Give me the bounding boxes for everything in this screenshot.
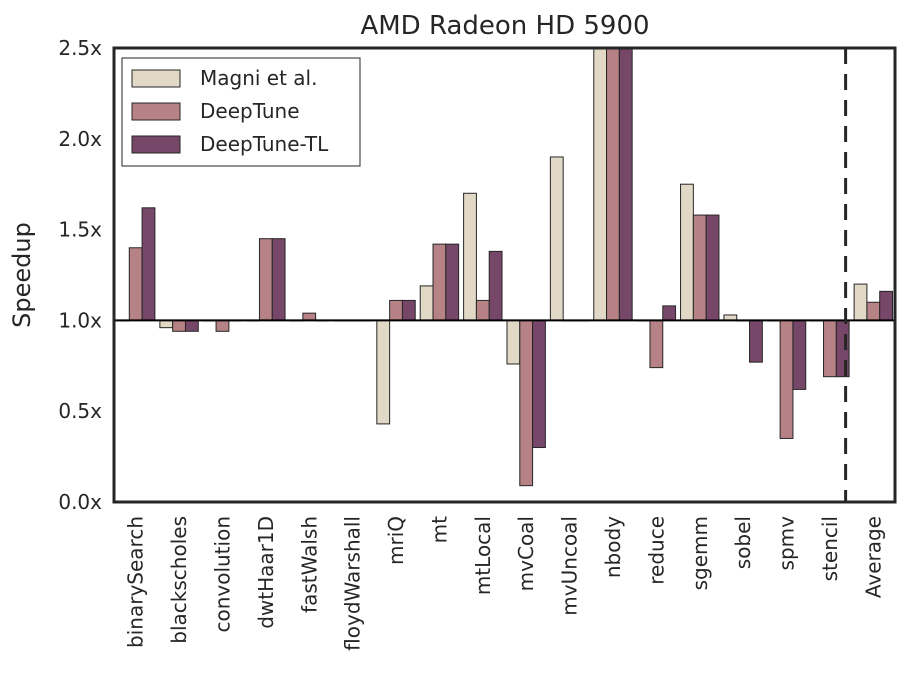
y-axis-label: Speedup (8, 222, 36, 328)
x-tick-labels: binarySearch blackscholes convolution dwtHa… (124, 516, 886, 651)
x-tick-label: binarySearch (124, 516, 148, 648)
x-tick-label: floydWarshall (341, 516, 365, 651)
x-tick-label: fastWalsh (297, 516, 321, 613)
x-tick-label: mt (427, 516, 451, 543)
x-tick-label: mvUncoal (558, 516, 582, 616)
x-tick-label: convolution (210, 516, 234, 633)
x-tick-label: mtLocal (471, 516, 495, 595)
bar-mriQ-magni-et-al (376, 319, 391, 425)
bar-mriQ-deeptune (389, 299, 403, 321)
bar-mtLocal-deeptune-tl (488, 250, 503, 321)
bar-mvCoal-magni-et-al (506, 319, 521, 365)
y-tick-label: 2.0x (58, 127, 102, 151)
bar-mvUncoal-magni-et-al (549, 156, 564, 321)
x-tick-label: nbody (601, 516, 625, 578)
legend-label: Magni et al. (200, 66, 317, 90)
x-tick-label: blackscholes (167, 516, 191, 644)
y-tick-label: 0.5x (58, 399, 102, 423)
bar-dwtHaar1D-deeptune (258, 238, 273, 321)
bar-reduce-deeptune-tl (662, 305, 677, 321)
bar-blackscholes-magni-et-al (159, 319, 174, 329)
bar-fastWalsh-deeptune (302, 312, 317, 321)
bar-mvCoal-deeptune-tl (532, 319, 546, 449)
bar-sgemm-deeptune (692, 214, 707, 321)
bar-nbody-deeptune-tl (618, 47, 633, 321)
bar-Average-deeptune-tl (879, 290, 894, 321)
x-tick-label: spmv (775, 516, 799, 571)
bar-binarySearch-deeptune-tl (141, 207, 156, 321)
legend: Magni et al. DeepTune DeepTune-TL (121, 57, 361, 167)
bar-dwtHaar1D-deeptune-tl (271, 238, 286, 321)
bar-mt-magni-et-al (419, 285, 434, 321)
bar-spmv-deeptune-tl (792, 319, 807, 390)
x-tick-label: Average (861, 516, 885, 598)
bar-Average-deeptune (866, 301, 881, 321)
legend-swatch (131, 135, 181, 154)
x-tick-label: stencil (818, 516, 842, 581)
legend-label: DeepTune (200, 99, 300, 123)
bar-nbody-magni-et-al (593, 47, 608, 321)
bars-group (115, 47, 894, 487)
bar-mtLocal-deeptune (475, 299, 490, 321)
bar-sgemm-deeptune-tl (705, 214, 720, 321)
bar-sobel-deeptune-tl (749, 319, 763, 363)
y-tick-label: 1.0x (58, 308, 102, 332)
bar-mt-deeptune-tl (445, 243, 460, 321)
x-tick-label: sgemm (688, 516, 712, 590)
x-tick-label: mvCoal (514, 516, 538, 591)
bar-stencil-deeptune (823, 319, 837, 378)
legend-items: Magni et al. DeepTune DeepTune-TL (131, 66, 329, 156)
legend-swatch (131, 69, 181, 88)
bar-convolution-deeptune (215, 319, 230, 332)
x-tick-label: reduce (644, 516, 668, 585)
x-tick-label: dwtHaar1D (254, 516, 278, 629)
chart-title: AMD Radeon HD 5900 (360, 11, 649, 41)
y-tick-label: 2.5x (58, 36, 102, 60)
bar-nbody-deeptune (606, 47, 620, 321)
bar-spmv-deeptune (779, 319, 794, 439)
legend-swatch (131, 102, 181, 121)
bar-Average-magni-et-al (853, 283, 868, 321)
x-tick-label: mriQ (384, 516, 408, 565)
bar-mvCoal-deeptune (519, 319, 534, 487)
y-tick-label: 1.5x (58, 218, 102, 242)
bar-binarySearch-deeptune (128, 247, 143, 321)
legend-label: DeepTune-TL (200, 132, 329, 156)
y-tick-label: 0.0x (58, 490, 102, 514)
bar-mt-deeptune (432, 243, 447, 321)
y-tick-labels: 0.0x 0.5x 1.0x 1.5x 2.0x 2.5x (58, 36, 102, 514)
bar-blackscholes-deeptune (172, 319, 186, 332)
bar-mtLocal-magni-et-al (463, 192, 477, 321)
plot-frame (112, 46, 897, 504)
bar-reduce-deeptune (649, 319, 664, 369)
bar-blackscholes-deeptune-tl (184, 319, 199, 332)
bar-sgemm-magni-et-al (680, 183, 694, 321)
bar-stencil-deeptune-tl (835, 319, 850, 378)
x-tick-label: sobel (731, 516, 755, 569)
bar-mriQ-deeptune-tl (401, 299, 416, 321)
